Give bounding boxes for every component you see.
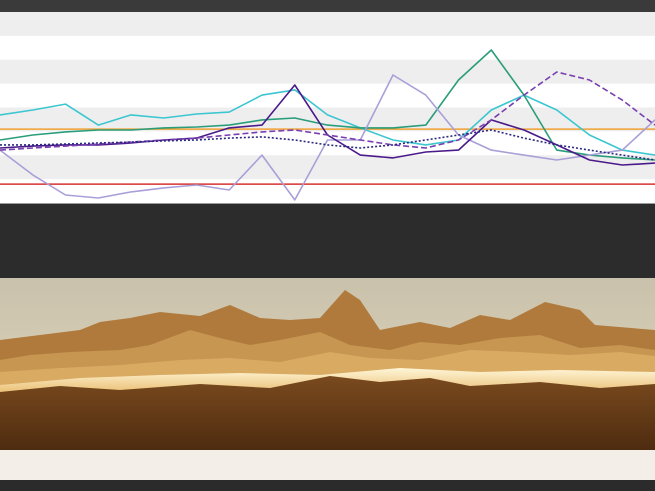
chart (0, 12, 655, 204)
grid-band (0, 107, 655, 132)
plot-lines (0, 49, 655, 201)
series-line (0, 49, 655, 161)
series-line (0, 74, 655, 201)
grid-bands (0, 12, 655, 180)
series-line (0, 129, 655, 161)
grid-band (0, 12, 655, 36)
top-bar (0, 0, 655, 12)
wood-base (0, 376, 655, 450)
grid-band (0, 59, 655, 84)
photo (0, 278, 655, 480)
separator (0, 205, 655, 278)
shelf (0, 450, 655, 480)
series-line (0, 89, 655, 156)
bottom-bar (0, 480, 655, 491)
grid-band (0, 155, 655, 180)
